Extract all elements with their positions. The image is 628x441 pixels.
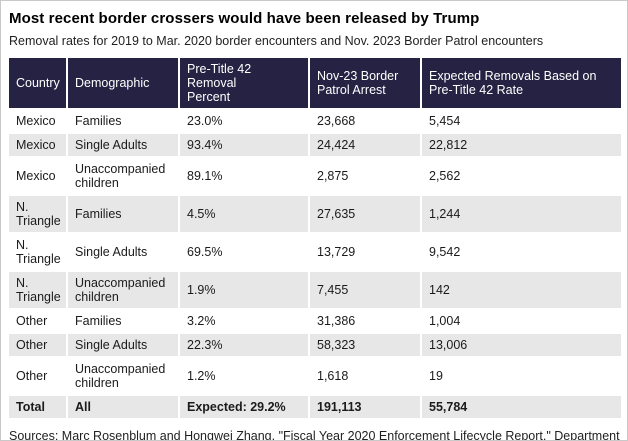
cell-removal-percent: 89.1% <box>179 157 310 196</box>
cell-expected-removals: 2,562 <box>421 157 621 196</box>
cell-removal-percent: 1.9% <box>179 271 310 310</box>
cell-arrests: 191,113 <box>309 395 422 420</box>
cell-removal-percent: 69.5% <box>179 233 310 272</box>
column-header-label: Expected Removals Based on Pre-Title 42 … <box>429 69 597 97</box>
cell-arrests: 2,875 <box>309 157 422 196</box>
cell-country: Other <box>9 333 68 358</box>
table-row: N. Triangle Single Adults 69.5% 13,729 9… <box>9 233 621 272</box>
cell-demographic: Families <box>67 195 180 234</box>
cell-country: Mexico <box>9 133 68 158</box>
page-subtitle: Removal rates for 2019 to Mar. 2020 bord… <box>9 34 544 48</box>
cell-demographic: Unaccompanied children <box>67 357 180 396</box>
column-header-demographic: Demographic <box>67 58 180 110</box>
column-header-country: Country <box>9 58 68 110</box>
column-header-expected-removals: Expected Removals Based on Pre-Title 42 … <box>421 58 621 110</box>
column-header-arrests: Nov-23 Border Patrol Arrest <box>309 58 422 110</box>
cell-removal-percent: 93.4% <box>179 133 310 158</box>
sources-note: Sources: Marc Rosenblum and Hongwei Zhan… <box>9 428 621 441</box>
cell-demographic: Families <box>67 109 180 134</box>
cell-removal-percent: 23.0% <box>179 109 310 134</box>
column-header-label: Country <box>16 76 60 90</box>
cell-arrests: 7,455 <box>309 271 422 310</box>
column-header-label: Pre-Title 42 Removal Percent <box>187 62 252 104</box>
cell-expected-removals: 13,006 <box>421 333 621 358</box>
cell-country: Other <box>9 309 68 334</box>
cell-demographic: Single Adults <box>67 333 180 358</box>
sources-text: : Marc Rosenblum and Hongwei Zhang, "Fis… <box>54 429 620 441</box>
table-row: Mexico Unaccompanied children 89.1% 2,87… <box>9 157 621 196</box>
cell-arrests: 58,323 <box>309 333 422 358</box>
column-header-label: Nov-23 Border Patrol Arrest <box>317 69 399 97</box>
cell-arrests: 1,618 <box>309 357 422 396</box>
cell-country: Mexico <box>9 157 68 196</box>
cell-arrests: 31,386 <box>309 309 422 334</box>
table-row: Other Families 3.2% 31,386 1,004 <box>9 309 621 334</box>
cell-removal-percent: 1.2% <box>179 357 310 396</box>
cell-expected-removals: 1,004 <box>421 309 621 334</box>
cell-country: Mexico <box>9 109 68 134</box>
table-total-row: Total All Expected: 29.2% 191,113 55,784 <box>9 395 621 420</box>
cell-arrests: 23,668 <box>309 109 422 134</box>
column-header-removal-percent: Pre-Title 42 Removal Percent <box>179 58 310 110</box>
cell-country: Total <box>9 395 68 420</box>
table-row: Other Unaccompanied children 1.2% 1,618 … <box>9 357 621 396</box>
cell-demographic: Unaccompanied children <box>67 157 180 196</box>
cell-expected-removals: 22,812 <box>421 133 621 158</box>
cell-expected-removals: 1,244 <box>421 195 621 234</box>
cell-expected-removals: 5,454 <box>421 109 621 134</box>
cell-arrests: 24,424 <box>309 133 422 158</box>
cell-country: N. Triangle <box>9 195 68 234</box>
cell-removal-percent: 22.3% <box>179 333 310 358</box>
table-row: Mexico Single Adults 93.4% 24,424 22,812 <box>9 133 621 158</box>
cell-demographic: Unaccompanied children <box>67 271 180 310</box>
cell-expected-removals: 19 <box>421 357 621 396</box>
cell-arrests: 13,729 <box>309 233 422 272</box>
sources-label: Sources <box>9 429 55 441</box>
table-row: N. Triangle Unaccompanied children 1.9% … <box>9 271 621 310</box>
cell-removal-percent: Expected: 29.2% <box>179 395 310 420</box>
page-title: Most recent border crossers would have b… <box>9 10 480 27</box>
removal-rates-table: Country Demographic Pre-Title 42 Removal… <box>9 58 621 420</box>
cell-demographic: All <box>67 395 180 420</box>
cell-arrests: 27,635 <box>309 195 422 234</box>
cell-expected-removals: 9,542 <box>421 233 621 272</box>
cell-country: N. Triangle <box>9 233 68 272</box>
cell-demographic: Single Adults <box>67 133 180 158</box>
cell-country: Other <box>9 357 68 396</box>
cell-expected-removals: 55,784 <box>421 395 621 420</box>
table-row: Mexico Families 23.0% 23,668 5,454 <box>9 109 621 134</box>
cell-country: N. Triangle <box>9 271 68 310</box>
table-header-row: Country Demographic Pre-Title 42 Removal… <box>9 58 621 110</box>
table-row: Other Single Adults 22.3% 58,323 13,006 <box>9 333 621 358</box>
cell-expected-removals: 142 <box>421 271 621 310</box>
cell-removal-percent: 3.2% <box>179 309 310 334</box>
cell-removal-percent: 4.5% <box>179 195 310 234</box>
table-row: N. Triangle Families 4.5% 27,635 1,244 <box>9 195 621 234</box>
column-header-label: Demographic <box>75 76 150 90</box>
cell-demographic: Single Adults <box>67 233 180 272</box>
cell-demographic: Families <box>67 309 180 334</box>
